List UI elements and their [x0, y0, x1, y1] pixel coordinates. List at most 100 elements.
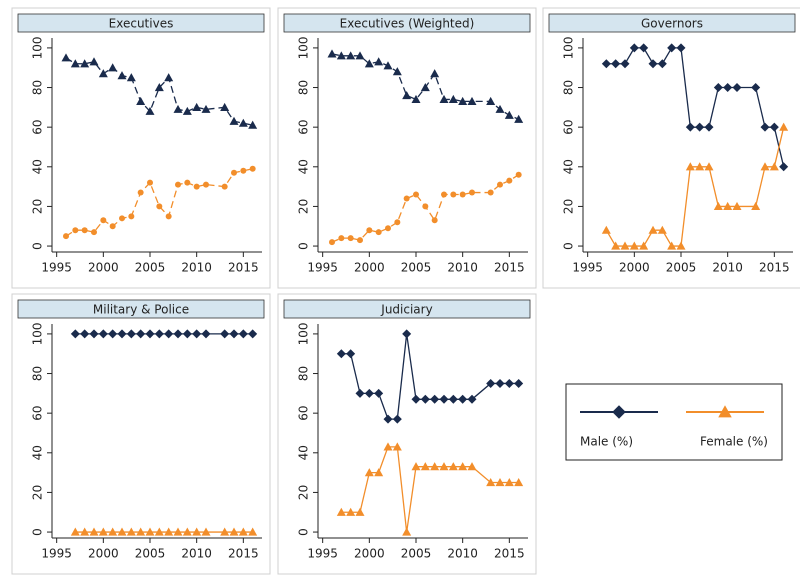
- data-point: [109, 223, 116, 230]
- data-point: [411, 94, 421, 104]
- data-point: [430, 394, 440, 404]
- data-point: [192, 329, 202, 339]
- data-point: [779, 122, 789, 131]
- y-tick-label: 40: [562, 159, 576, 174]
- data-point: [154, 83, 164, 92]
- data-point: [458, 462, 468, 471]
- data-point: [357, 237, 363, 244]
- panel-frame: [542, 7, 800, 289]
- data-point: [769, 122, 779, 132]
- data-point: [648, 59, 658, 69]
- data-point: [506, 177, 513, 184]
- x-tick-label: 1995: [41, 547, 72, 561]
- data-point: [411, 394, 421, 404]
- data-point: [657, 225, 667, 234]
- x-tick-label: 2015: [228, 547, 259, 561]
- data-point: [126, 329, 136, 339]
- data-point: [751, 83, 761, 93]
- data-point: [164, 527, 174, 536]
- data-point: [173, 527, 183, 536]
- data-point: [639, 241, 649, 250]
- data-point: [374, 57, 384, 66]
- data-point: [182, 329, 192, 339]
- panel-frame: [11, 293, 271, 575]
- x-tick-label: 2010: [181, 261, 212, 275]
- data-point: [751, 201, 761, 211]
- data-point: [63, 233, 69, 240]
- data-point: [119, 215, 125, 222]
- data-point: [504, 378, 514, 388]
- legend-marker: [718, 405, 732, 418]
- data-point: [713, 83, 723, 93]
- panel-title-bar: [283, 13, 531, 33]
- y-tick-label: 0: [31, 528, 45, 536]
- data-point: [392, 442, 402, 451]
- data-point: [229, 116, 239, 125]
- y-tick-label: 40: [297, 445, 311, 460]
- data-point: [639, 43, 649, 53]
- x-tick-label: 2010: [712, 261, 743, 275]
- data-point: [182, 106, 192, 115]
- panel-title: Military & Police: [93, 303, 189, 317]
- data-point: [439, 94, 449, 104]
- data-point: [156, 203, 163, 210]
- data-point: [732, 83, 742, 93]
- data-point: [173, 329, 183, 339]
- data-point: [420, 394, 430, 404]
- data-point: [495, 478, 505, 487]
- data-point: [458, 394, 468, 404]
- panel-frame: [11, 7, 271, 289]
- data-point: [760, 122, 770, 132]
- data-point: [336, 51, 346, 60]
- x-tick-label: 1995: [307, 261, 338, 275]
- data-point: [364, 468, 374, 477]
- data-point: [80, 59, 90, 68]
- data-point: [192, 527, 202, 536]
- data-point: [695, 162, 705, 171]
- data-point: [240, 167, 247, 174]
- data-point: [147, 179, 153, 186]
- data-point: [137, 189, 144, 196]
- data-point: [80, 527, 90, 536]
- data-point: [355, 388, 365, 398]
- data-point: [201, 329, 211, 339]
- data-point: [136, 329, 146, 339]
- data-point: [248, 329, 258, 339]
- data-point: [164, 73, 174, 82]
- x-tick-label: 2010: [181, 547, 212, 561]
- data-point: [448, 462, 458, 471]
- data-point: [220, 329, 230, 339]
- x-tick-label: 2010: [447, 261, 478, 275]
- y-tick-label: 60: [31, 406, 45, 421]
- y-tick-label: 100: [31, 322, 45, 345]
- data-point: [145, 527, 155, 536]
- data-point: [383, 442, 393, 451]
- data-point: [117, 329, 127, 339]
- data-point: [72, 227, 79, 234]
- data-point: [459, 191, 466, 198]
- data-point: [769, 162, 779, 171]
- data-point: [723, 201, 733, 211]
- data-point: [422, 203, 429, 210]
- data-point: [128, 213, 135, 220]
- data-point: [676, 43, 686, 53]
- data-point: [487, 189, 494, 196]
- x-tick-label: 1995: [572, 261, 603, 275]
- data-point: [601, 225, 611, 234]
- data-point: [145, 329, 155, 339]
- data-point: [504, 110, 514, 119]
- data-point: [375, 229, 382, 236]
- data-point: [448, 394, 458, 404]
- data-point: [338, 235, 345, 242]
- legend-box: [565, 383, 783, 461]
- data-point: [430, 69, 440, 78]
- y-tick-label: 80: [562, 80, 576, 95]
- data-point: [229, 527, 239, 536]
- data-point: [70, 59, 80, 68]
- x-tick-label: 2010: [447, 547, 478, 561]
- panel-title: Executives: [109, 17, 174, 31]
- data-point: [117, 71, 127, 80]
- data-point: [346, 51, 356, 60]
- y-tick-label: 40: [31, 445, 45, 460]
- panel-title: Executives (Weighted): [340, 17, 475, 31]
